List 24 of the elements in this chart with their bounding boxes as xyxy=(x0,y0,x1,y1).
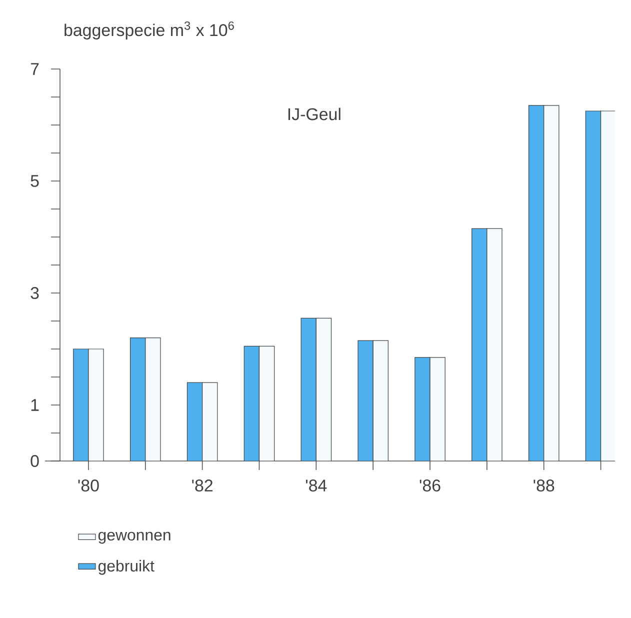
x-tick-label: '84 xyxy=(306,480,327,492)
bar xyxy=(472,228,488,461)
bar xyxy=(73,348,89,461)
text: IJ-Geul xyxy=(288,108,340,120)
bar xyxy=(414,357,430,461)
bar xyxy=(244,346,260,461)
y-axis-title: baggerspecie m$^{3}$ x 10$^{6}$ xyxy=(64,21,234,40)
y-tick-label: 7 xyxy=(30,63,39,75)
legend-label: gebruikt xyxy=(98,560,154,575)
bar xyxy=(130,338,146,461)
x-tick-label: '86 xyxy=(420,480,440,492)
y-tick-label: 0 xyxy=(30,455,39,467)
y-tick-label: 1 xyxy=(31,399,39,411)
bar xyxy=(528,105,544,461)
x-tick-label: '80 xyxy=(78,480,99,492)
legend-label: gewonnen xyxy=(98,532,170,544)
y-tick-label: 3 xyxy=(30,287,39,300)
bar xyxy=(186,382,203,461)
bar xyxy=(300,318,316,461)
bar xyxy=(358,340,374,461)
y-tick-label: 5 xyxy=(30,175,39,187)
bar xyxy=(585,110,602,461)
x-tick-label: '82 xyxy=(192,480,212,492)
x-tick-label: '88 xyxy=(534,480,554,492)
